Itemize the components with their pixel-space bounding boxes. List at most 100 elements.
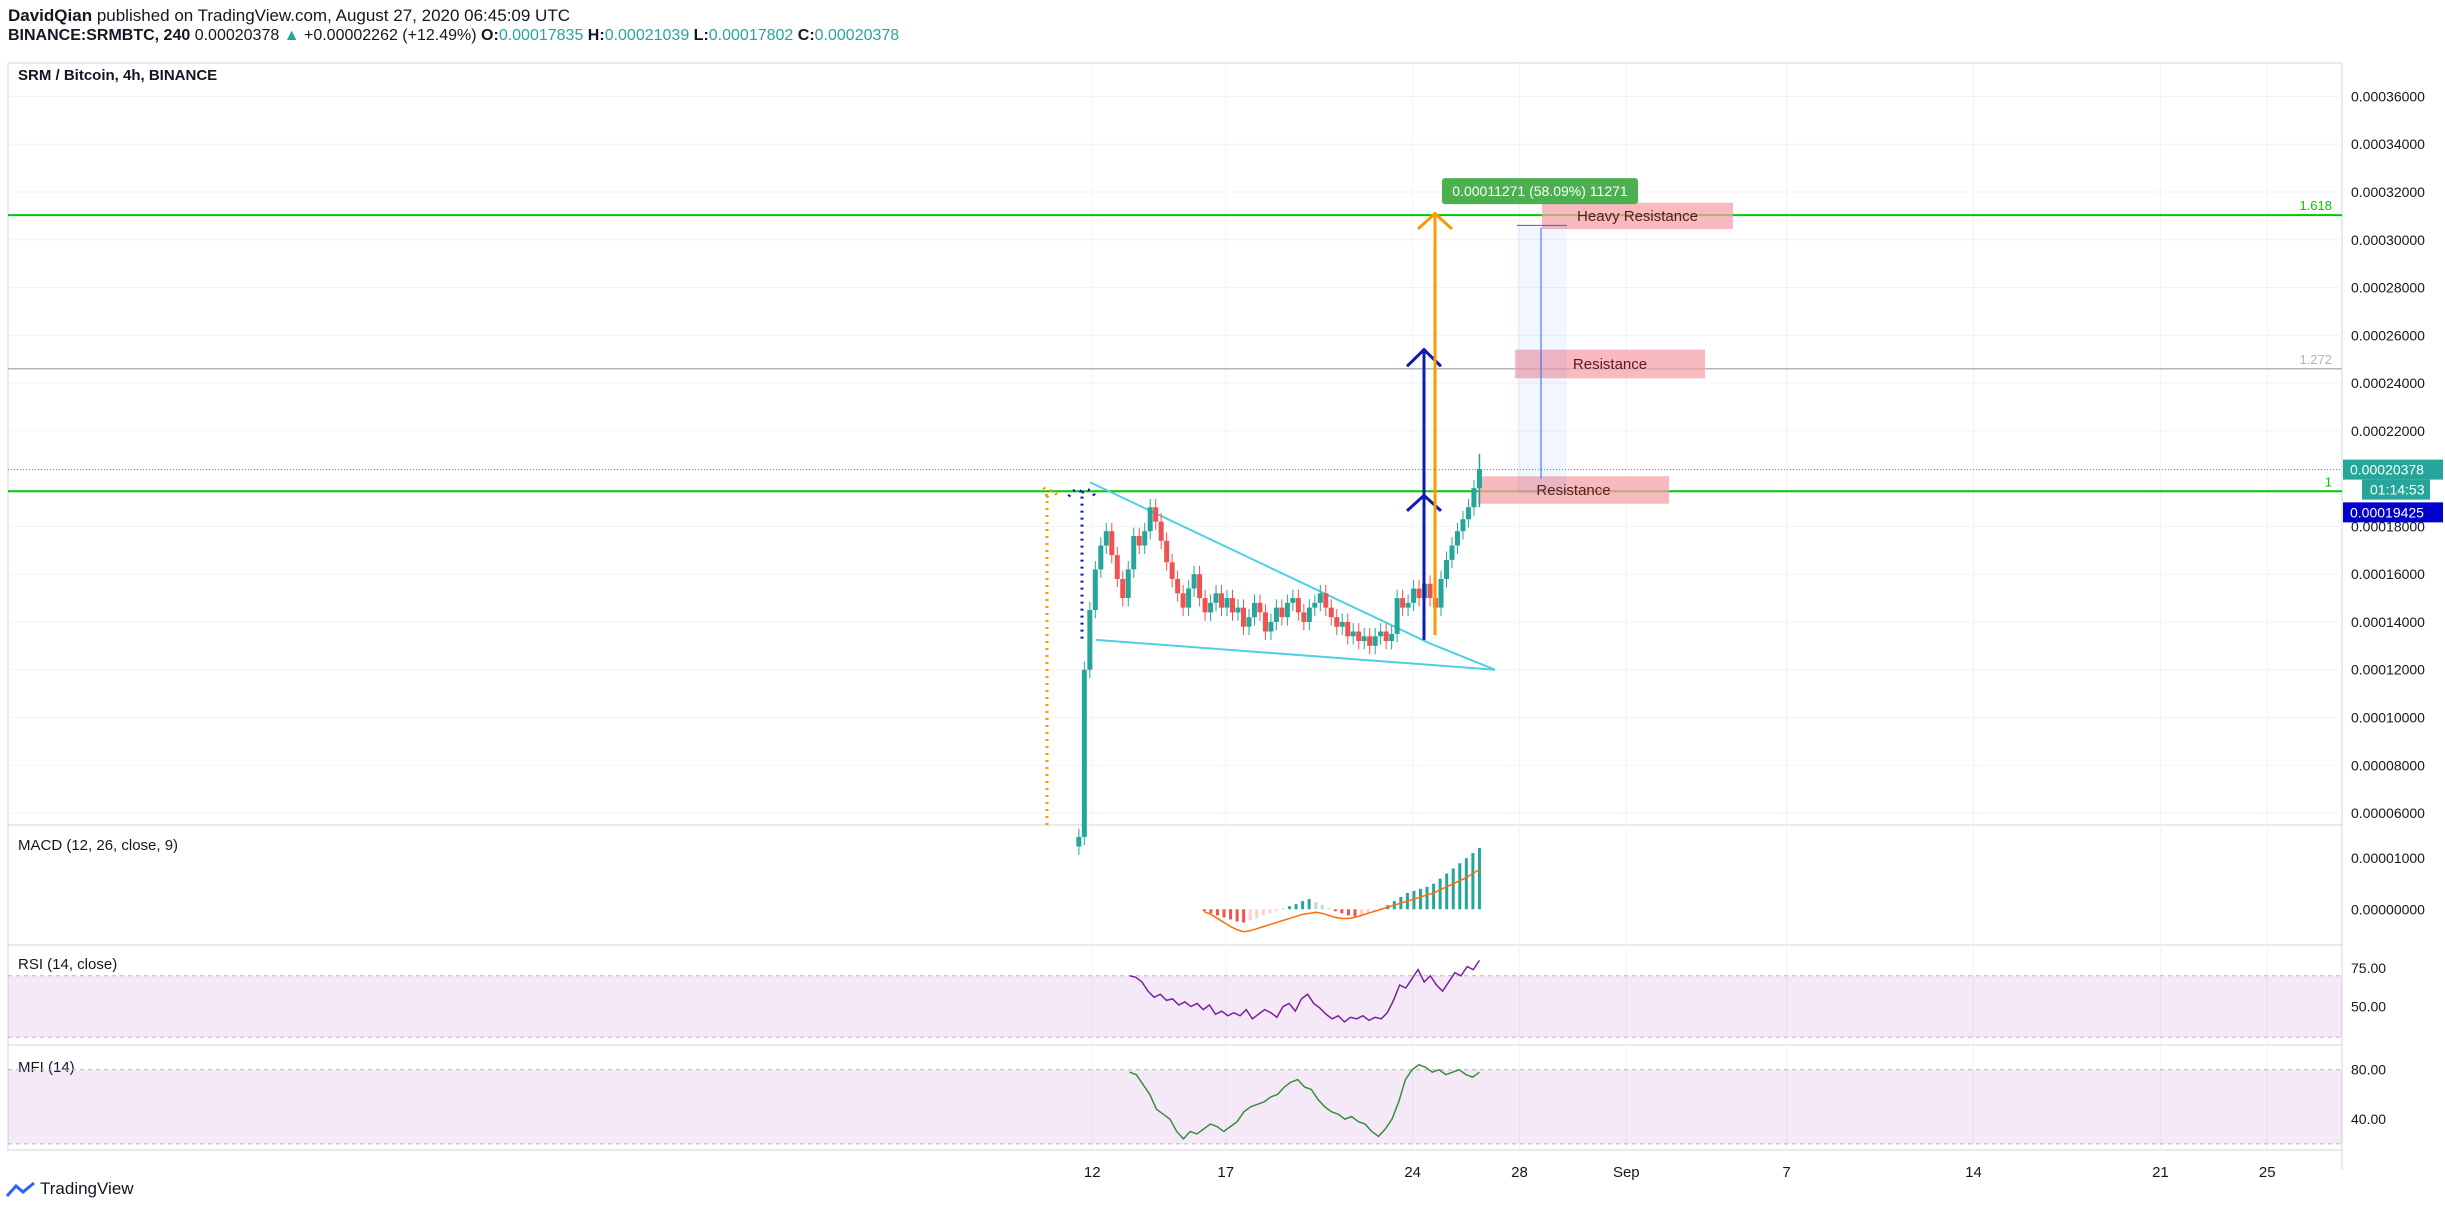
macd-histogram-bar [1412,890,1416,910]
macd-pane-title: MACD (12, 26, close, 9) [18,837,178,854]
price-tick-label: 0.00024000 [2351,375,2425,391]
macd-histogram-bar [1235,909,1239,922]
macd-histogram-bar [1209,909,1213,914]
candle-body [1372,636,1378,646]
macd-histogram-bar [1432,883,1436,910]
time-tick-label: 14 [1965,1164,1982,1181]
resistance-zone [1515,349,1705,379]
candle-body [1367,636,1373,646]
mfi-tick-label: 80.00 [2351,1062,2386,1078]
candle-body [1389,633,1395,642]
macd-histogram-bar [1477,847,1481,910]
high-label: H: [587,27,605,44]
marker-price-badge-text: 0.00019425 [2350,504,2424,520]
candle-body [1224,598,1230,608]
candle-body [1191,574,1197,589]
candle-body [1268,621,1274,632]
candle-body [1323,593,1329,608]
open-label: O: [481,27,499,44]
time-tick-label: 17 [1217,1164,1234,1181]
candle-body [1081,669,1087,837]
price-tick-label: 0.00006000 [2351,805,2425,821]
close-value: 0.00020378 [814,27,900,44]
price-tick-label: 0.00008000 [2351,757,2425,773]
rsi-tick-label: 50.00 [2351,999,2386,1015]
measure-label: 0.00011271 (58.09%) 11271 [1452,183,1628,199]
candle-body [1383,631,1389,642]
macd-histogram-bar [1294,904,1298,910]
macd-histogram-bar [1248,909,1252,921]
macd-signal-line [1204,868,1480,933]
macd-histogram-bar [1366,909,1370,914]
candle-body [1219,593,1225,608]
candle-body [1345,621,1351,637]
candle-body [1246,617,1252,627]
candle-body [1087,610,1093,670]
tradingview-logo[interactable]: TradingView [5,1179,134,1199]
candle-body [1444,559,1450,579]
mfi-tick-label: 40.00 [2351,1111,2386,1127]
resistance-zone-label: Resistance [1573,356,1647,373]
macd-histogram-bar [1340,909,1344,914]
low-label: L: [693,27,709,44]
open-value: 0.00017835 [498,27,584,44]
macd-histogram-bar [1281,908,1285,910]
author-name[interactable]: DavidQian [8,6,93,25]
symbol-label: BINANCE:SRMBTC, 240 [8,27,191,44]
time-tick-label: 25 [2259,1164,2276,1181]
macd-histogram-bar [1445,873,1449,910]
time-tick-label: Sep [1613,1164,1640,1181]
macd-histogram-bar [1346,909,1350,916]
mfi-line [1129,1063,1480,1140]
macd-histogram-bar [1261,909,1265,916]
candle-body [1279,607,1285,618]
candle-body [1180,593,1186,608]
macd-histogram-bar [1373,909,1377,912]
candle-body [1290,598,1296,603]
publication-info: DavidQian published on TradingView.com, … [8,6,570,26]
wedge-lower-line [1095,638,1496,671]
close-label: C: [797,27,815,44]
candle-body [1153,507,1159,522]
candle-body [1301,612,1307,622]
candle-body [1328,607,1334,618]
candle-body [1114,555,1120,579]
rsi-band [8,975,2342,1038]
price-tick-label: 0.00018000 [2351,518,2425,534]
candle-body [1076,836,1082,847]
rsi-tick-label: 75.00 [2351,960,2386,976]
wedge-upper-line [1089,481,1431,645]
macd-histogram-bar [1464,858,1468,910]
candle-body [1131,535,1137,570]
main-pane-title: SRM / Bitcoin, 4h, BINANCE [18,67,217,84]
macd-histogram-bar [1288,906,1292,910]
candle-body [1230,598,1236,613]
macd-histogram-bar [1307,899,1311,910]
change-up-icon: ▲ [283,27,300,44]
candle-body [1317,593,1323,603]
countdown-badge-text: 01:14:53 [2370,482,2425,498]
candle-body [1295,598,1301,613]
resistance-zone-label: Resistance [1536,482,1610,499]
macd-histogram-bar [1471,853,1475,910]
macd-histogram-bar [1215,909,1219,916]
price-tick-label: 0.00030000 [2351,232,2425,248]
candle-body [1356,631,1362,642]
macd-histogram-bar [1438,878,1442,910]
macd-tick-label: 0.00000000 [2351,901,2425,917]
orange-dotted-arrow [1039,485,1059,825]
macd-histogram-bar [1327,908,1331,910]
price-tick-label: 0.00036000 [2351,88,2425,104]
high-value: 0.00021039 [604,27,690,44]
candle-body [1240,607,1246,627]
macd-histogram-bar [1418,888,1422,910]
wedge-apex-line [1429,642,1496,671]
marker-price-badge [2343,502,2443,523]
rsi-line [1129,959,1481,1023]
price-tick-label: 0.00028000 [2351,280,2425,296]
measure-label-box [1442,178,1638,205]
candle-body [1394,598,1400,634]
candle-body [1400,598,1406,608]
candle-body [1262,612,1268,632]
